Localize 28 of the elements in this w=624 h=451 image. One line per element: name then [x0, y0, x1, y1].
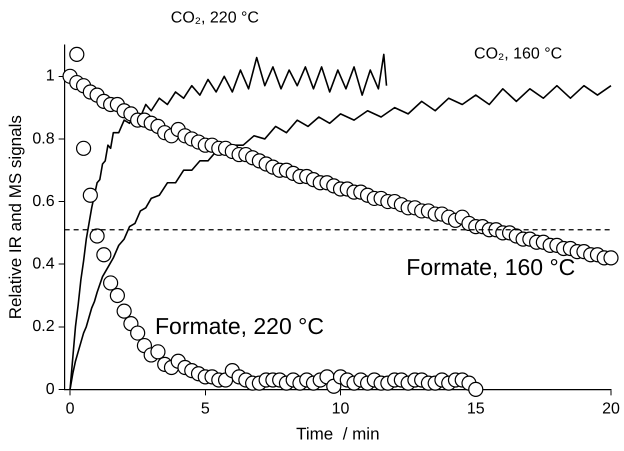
- point: [90, 228, 105, 244]
- point: [69, 46, 84, 62]
- x-tick-label: 5: [200, 400, 210, 418]
- series-label: CO₂, 220 °C: [170, 9, 259, 26]
- y-axis-title: Relative IR and MS signals: [6, 115, 25, 320]
- x-axis-title: Time / min: [296, 424, 380, 444]
- y-tick-label: 0.8: [32, 130, 55, 148]
- y-tick-label: 0.2: [32, 318, 55, 336]
- point: [468, 382, 484, 397]
- series-label: Formate, 220 °C: [154, 312, 324, 339]
- point: [116, 304, 132, 319]
- y-tick-label: 0.6: [32, 192, 55, 210]
- point: [76, 140, 92, 156]
- point: [82, 188, 98, 203]
- point: [130, 325, 146, 341]
- point: [103, 275, 118, 291]
- x-tick-label: 10: [332, 400, 350, 418]
- x-tick-label: 0: [66, 400, 75, 418]
- y-tick-label: 0.4: [32, 256, 55, 273]
- x-tick-label: 15: [466, 400, 485, 418]
- y-tick-label: 1: [46, 68, 55, 85]
- x-tick-label: 20: [602, 400, 620, 418]
- series-label: Formate, 160 °C: [406, 254, 576, 280]
- y-tick-label: 0: [46, 380, 55, 398]
- point: [150, 344, 166, 360]
- point: [96, 247, 112, 262]
- point: [110, 288, 125, 304]
- series-label: CO₂, 160 °C: [474, 46, 562, 63]
